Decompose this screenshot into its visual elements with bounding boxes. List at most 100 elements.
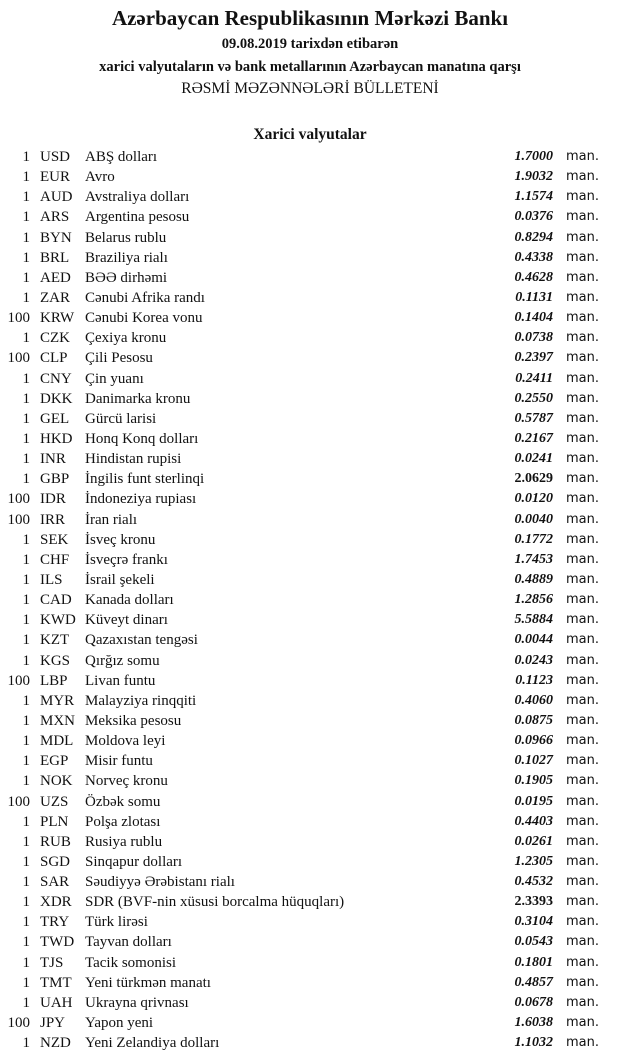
nominal: 1 bbox=[22, 551, 31, 568]
nominal: 100 bbox=[7, 491, 31, 508]
currency-name: Cənubi Afrika randı bbox=[85, 289, 205, 306]
currency-code: MYR bbox=[40, 692, 75, 709]
currency-code: IRR bbox=[40, 511, 66, 528]
currency-name: Yapon yeni bbox=[85, 1015, 154, 1032]
table-row: 1 SAR Səudiyyə Ərəbistanı rialı 0.4532 man. bbox=[0, 872, 620, 892]
nominal: 1 bbox=[22, 974, 31, 991]
table-row: 1 TMT Yeni türkmən manatı 0.4857 man. bbox=[0, 973, 620, 993]
rate-value: 0.0040 bbox=[514, 511, 554, 527]
unit-label: man. bbox=[566, 149, 600, 164]
nominal: 1 bbox=[22, 269, 31, 286]
unit-label: man. bbox=[566, 632, 600, 648]
currency-name: Küveyt dinarı bbox=[85, 612, 168, 629]
currency-code: CHF bbox=[40, 551, 70, 568]
currency-code: USD bbox=[40, 149, 71, 165]
table-row: 1 UAH Ukrayna qrivnası 0.0678 man. bbox=[0, 993, 620, 1013]
table-row: 1 HKD Honq Konq dolları 0.2167 man. bbox=[0, 429, 620, 449]
rates-table: 1 USD ABŞ dolları 1.7000 man. 1 EUR Avro 1.9032 m… bbox=[0, 147, 620, 1053]
unit-label: man. bbox=[566, 571, 600, 587]
currency-name: İsveç kronu bbox=[85, 531, 156, 548]
currency-name: Çili Pesosu bbox=[85, 350, 153, 367]
nominal: 1 bbox=[22, 149, 31, 165]
currency-name: Hindistan rupisi bbox=[85, 451, 182, 468]
currency-name: Ukrayna qrivnası bbox=[85, 994, 189, 1011]
currency-code: EGP bbox=[40, 753, 69, 770]
table-row: 1 BYN Belarus rublu 0.8294 man. bbox=[0, 228, 620, 248]
currency-code: MXN bbox=[40, 712, 76, 729]
rate-value: 0.0261 bbox=[514, 833, 554, 849]
nominal: 100 bbox=[7, 1015, 31, 1032]
currency-name: Özbək somu bbox=[85, 793, 161, 810]
currency-code: BRL bbox=[40, 249, 70, 266]
rate-value: 0.4532 bbox=[514, 874, 554, 890]
currency-name: Çin yuanı bbox=[85, 370, 144, 387]
currency-code: JPY bbox=[40, 1015, 66, 1032]
unit-label: man. bbox=[566, 1015, 600, 1031]
currency-code: NOK bbox=[40, 773, 73, 790]
currency-code: INR bbox=[40, 451, 66, 468]
rate-value: 0.0195 bbox=[514, 793, 554, 809]
rate-value: 1.7000 bbox=[514, 149, 554, 164]
nominal: 1 bbox=[22, 914, 31, 931]
currency-code: UAH bbox=[40, 994, 73, 1011]
table-row: 1 BRL Braziliya rialı 0.4338 man. bbox=[0, 248, 620, 268]
rate-value: 0.5787 bbox=[514, 410, 554, 426]
currency-code: GBP bbox=[40, 471, 70, 488]
table-row: 1 SEK İsveç kronu 0.1772 man. bbox=[0, 530, 620, 550]
unit-label: man. bbox=[566, 350, 600, 366]
unit-label: man. bbox=[566, 592, 600, 608]
currency-code: LBP bbox=[40, 672, 68, 689]
table-row: 1 XDR SDR (BVF-nin xüsusi borcalma hüquqla… bbox=[0, 892, 620, 912]
nominal: 1 bbox=[22, 894, 31, 911]
currency-name: Qazaxıstan tengəsi bbox=[85, 632, 198, 649]
table-row: 1 MDL Moldova leyi 0.0966 man. bbox=[0, 731, 620, 751]
table-row: 100 LBP Livan funtu 0.1123 man. bbox=[0, 671, 620, 691]
nominal: 1 bbox=[22, 430, 31, 447]
unit-label: man. bbox=[566, 934, 600, 950]
rate-value: 1.1574 bbox=[514, 189, 554, 205]
currency-code: ARS bbox=[40, 209, 70, 226]
rate-value: 5.5884 bbox=[514, 612, 554, 628]
nominal: 1 bbox=[22, 692, 31, 709]
rate-value: 1.1032 bbox=[514, 1035, 554, 1051]
currency-name: Tayvan dolları bbox=[85, 934, 172, 951]
rate-value: 0.0738 bbox=[514, 330, 554, 346]
currency-name: Avstraliya dolları bbox=[85, 189, 190, 206]
rate-value: 0.8294 bbox=[514, 229, 554, 245]
nominal: 1 bbox=[22, 592, 31, 609]
nominal: 1 bbox=[22, 471, 31, 488]
unit-label: man. bbox=[566, 692, 600, 708]
table-row: 1 MYR Malayziya rinqqiti 0.4060 man. bbox=[0, 691, 620, 711]
table-row: 1 ARS Argentina pesosu 0.0376 man. bbox=[0, 207, 620, 227]
table-row: 1 EUR Avro 1.9032 man. bbox=[0, 167, 620, 187]
currency-name: Argentina pesosu bbox=[85, 209, 190, 226]
nominal: 1 bbox=[22, 531, 31, 548]
currency-name: Malayziya rinqqiti bbox=[85, 692, 197, 709]
unit-label: man. bbox=[566, 914, 600, 930]
unit-label: man. bbox=[566, 874, 600, 890]
currency-name: ABŞ dolları bbox=[85, 149, 158, 165]
currency-name: Danimarka kronu bbox=[85, 390, 191, 407]
rate-value: 0.0966 bbox=[514, 733, 554, 749]
rate-value: 0.1772 bbox=[514, 531, 554, 547]
nominal: 100 bbox=[7, 511, 31, 528]
unit-label: man. bbox=[566, 511, 600, 527]
nominal: 1 bbox=[22, 612, 31, 629]
table-row: 1 NZD Yeni Zelandiya dolları 1.1032 man. bbox=[0, 1033, 620, 1053]
table-row: 1 AUD Avstraliya dolları 1.1574 man. bbox=[0, 187, 620, 207]
unit-label: man. bbox=[566, 672, 600, 688]
rate-value: 0.0376 bbox=[514, 209, 554, 225]
currency-code: TMT bbox=[40, 974, 72, 991]
unit-label: man. bbox=[566, 612, 600, 628]
unit-label: man. bbox=[566, 833, 600, 849]
nominal: 1 bbox=[22, 249, 31, 266]
table-row: 100 KRW Cənubi Korea vonu 0.1404 man. bbox=[0, 308, 620, 328]
currency-code: SAR bbox=[40, 874, 70, 891]
nominal: 100 bbox=[7, 350, 31, 367]
unit-label: man. bbox=[566, 410, 600, 426]
currency-code: TRY bbox=[40, 914, 70, 931]
unit-label: man. bbox=[566, 209, 600, 225]
currency-code: HKD bbox=[40, 430, 73, 447]
currency-code: CAD bbox=[40, 592, 72, 609]
currency-code: BYN bbox=[40, 229, 72, 246]
